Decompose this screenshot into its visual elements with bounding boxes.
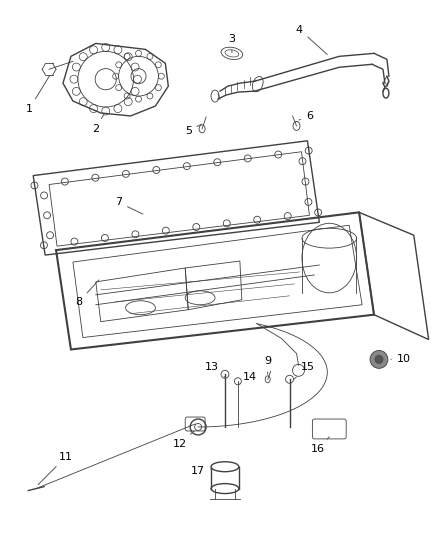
- Text: 14: 14: [240, 372, 257, 383]
- Text: 1: 1: [26, 76, 49, 114]
- Text: 4: 4: [296, 25, 327, 54]
- Text: 8: 8: [75, 280, 99, 307]
- Text: 9: 9: [264, 357, 271, 374]
- Text: 3: 3: [229, 35, 235, 53]
- Text: 16: 16: [311, 437, 329, 454]
- Text: 11: 11: [38, 452, 73, 484]
- Circle shape: [375, 356, 383, 364]
- Text: 12: 12: [173, 431, 194, 449]
- Circle shape: [370, 351, 388, 368]
- Text: 17: 17: [191, 466, 212, 475]
- Text: 13: 13: [205, 362, 225, 377]
- Text: 15: 15: [293, 362, 314, 379]
- Text: 2: 2: [92, 114, 104, 134]
- Text: 5: 5: [185, 124, 201, 136]
- Text: 6: 6: [299, 111, 313, 121]
- Text: 10: 10: [391, 354, 411, 365]
- Text: 7: 7: [115, 197, 143, 214]
